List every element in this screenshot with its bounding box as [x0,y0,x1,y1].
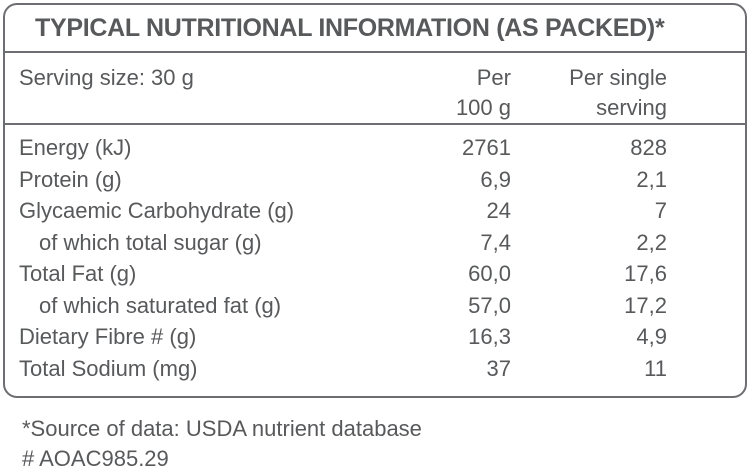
title-divider [5,51,745,53]
per-serving-header-line1: Per single [569,65,667,90]
nutrition-panel: TYPICAL NUTRITIONAL INFORMATION (AS PACK… [3,3,747,398]
nutrient-label: Protein (g) [19,166,122,192]
nutrient-label: Total Fat (g) [19,261,137,286]
value-per-serving: 2,2 [636,229,667,255]
nutrient-label: Energy (kJ) [19,135,132,160]
header-divider [5,123,745,125]
nutrient-label: Total Sodium (mg) [19,355,198,381]
value-per-100g: 2761 [462,135,511,160]
per-serving-header-line2: serving [596,95,667,120]
per-100g-header-line1: Per [476,65,511,90]
value-per-100g: 60,0 [468,261,511,286]
serving-size-label: Serving size: 30 g [19,65,194,90]
value-per-100g: 6,9 [480,166,511,192]
value-per-serving: 17,2 [624,292,667,318]
value-per-100g: 24 [486,198,511,223]
per-serving-header: Per single serving [569,63,667,123]
nutrient-label: of which saturated fat (g) [39,292,282,318]
value-per-100g: 16,3 [468,324,511,349]
nutrient-label: Glycaemic Carbohydrate (g) [19,198,295,223]
value-per-serving: 7 [654,198,667,223]
footnote-source: *Source of data: USDA nutrient database [22,416,422,441]
value-per-100g: 57,0 [468,292,511,318]
value-per-serving: 4,9 [636,324,667,349]
value-per-serving: 828 [630,135,667,160]
nutrient-label: of which total sugar (g) [39,229,262,255]
value-per-100g: 37 [486,355,511,381]
per-100g-header-line2: 100 g [455,95,511,120]
panel-title: TYPICAL NUTRITIONAL INFORMATION (AS PACK… [35,14,665,42]
value-per-serving: 11 [644,355,667,381]
nutrient-label: Dietary Fibre # (g) [19,324,197,349]
value-per-100g: 7,4 [480,229,511,255]
footnote-aoac: # AOAC985.29 [22,446,169,471]
value-per-serving: 2,1 [636,166,667,192]
value-per-serving: 17,6 [624,261,667,286]
per-100g-header: Per 100 g [456,63,511,123]
